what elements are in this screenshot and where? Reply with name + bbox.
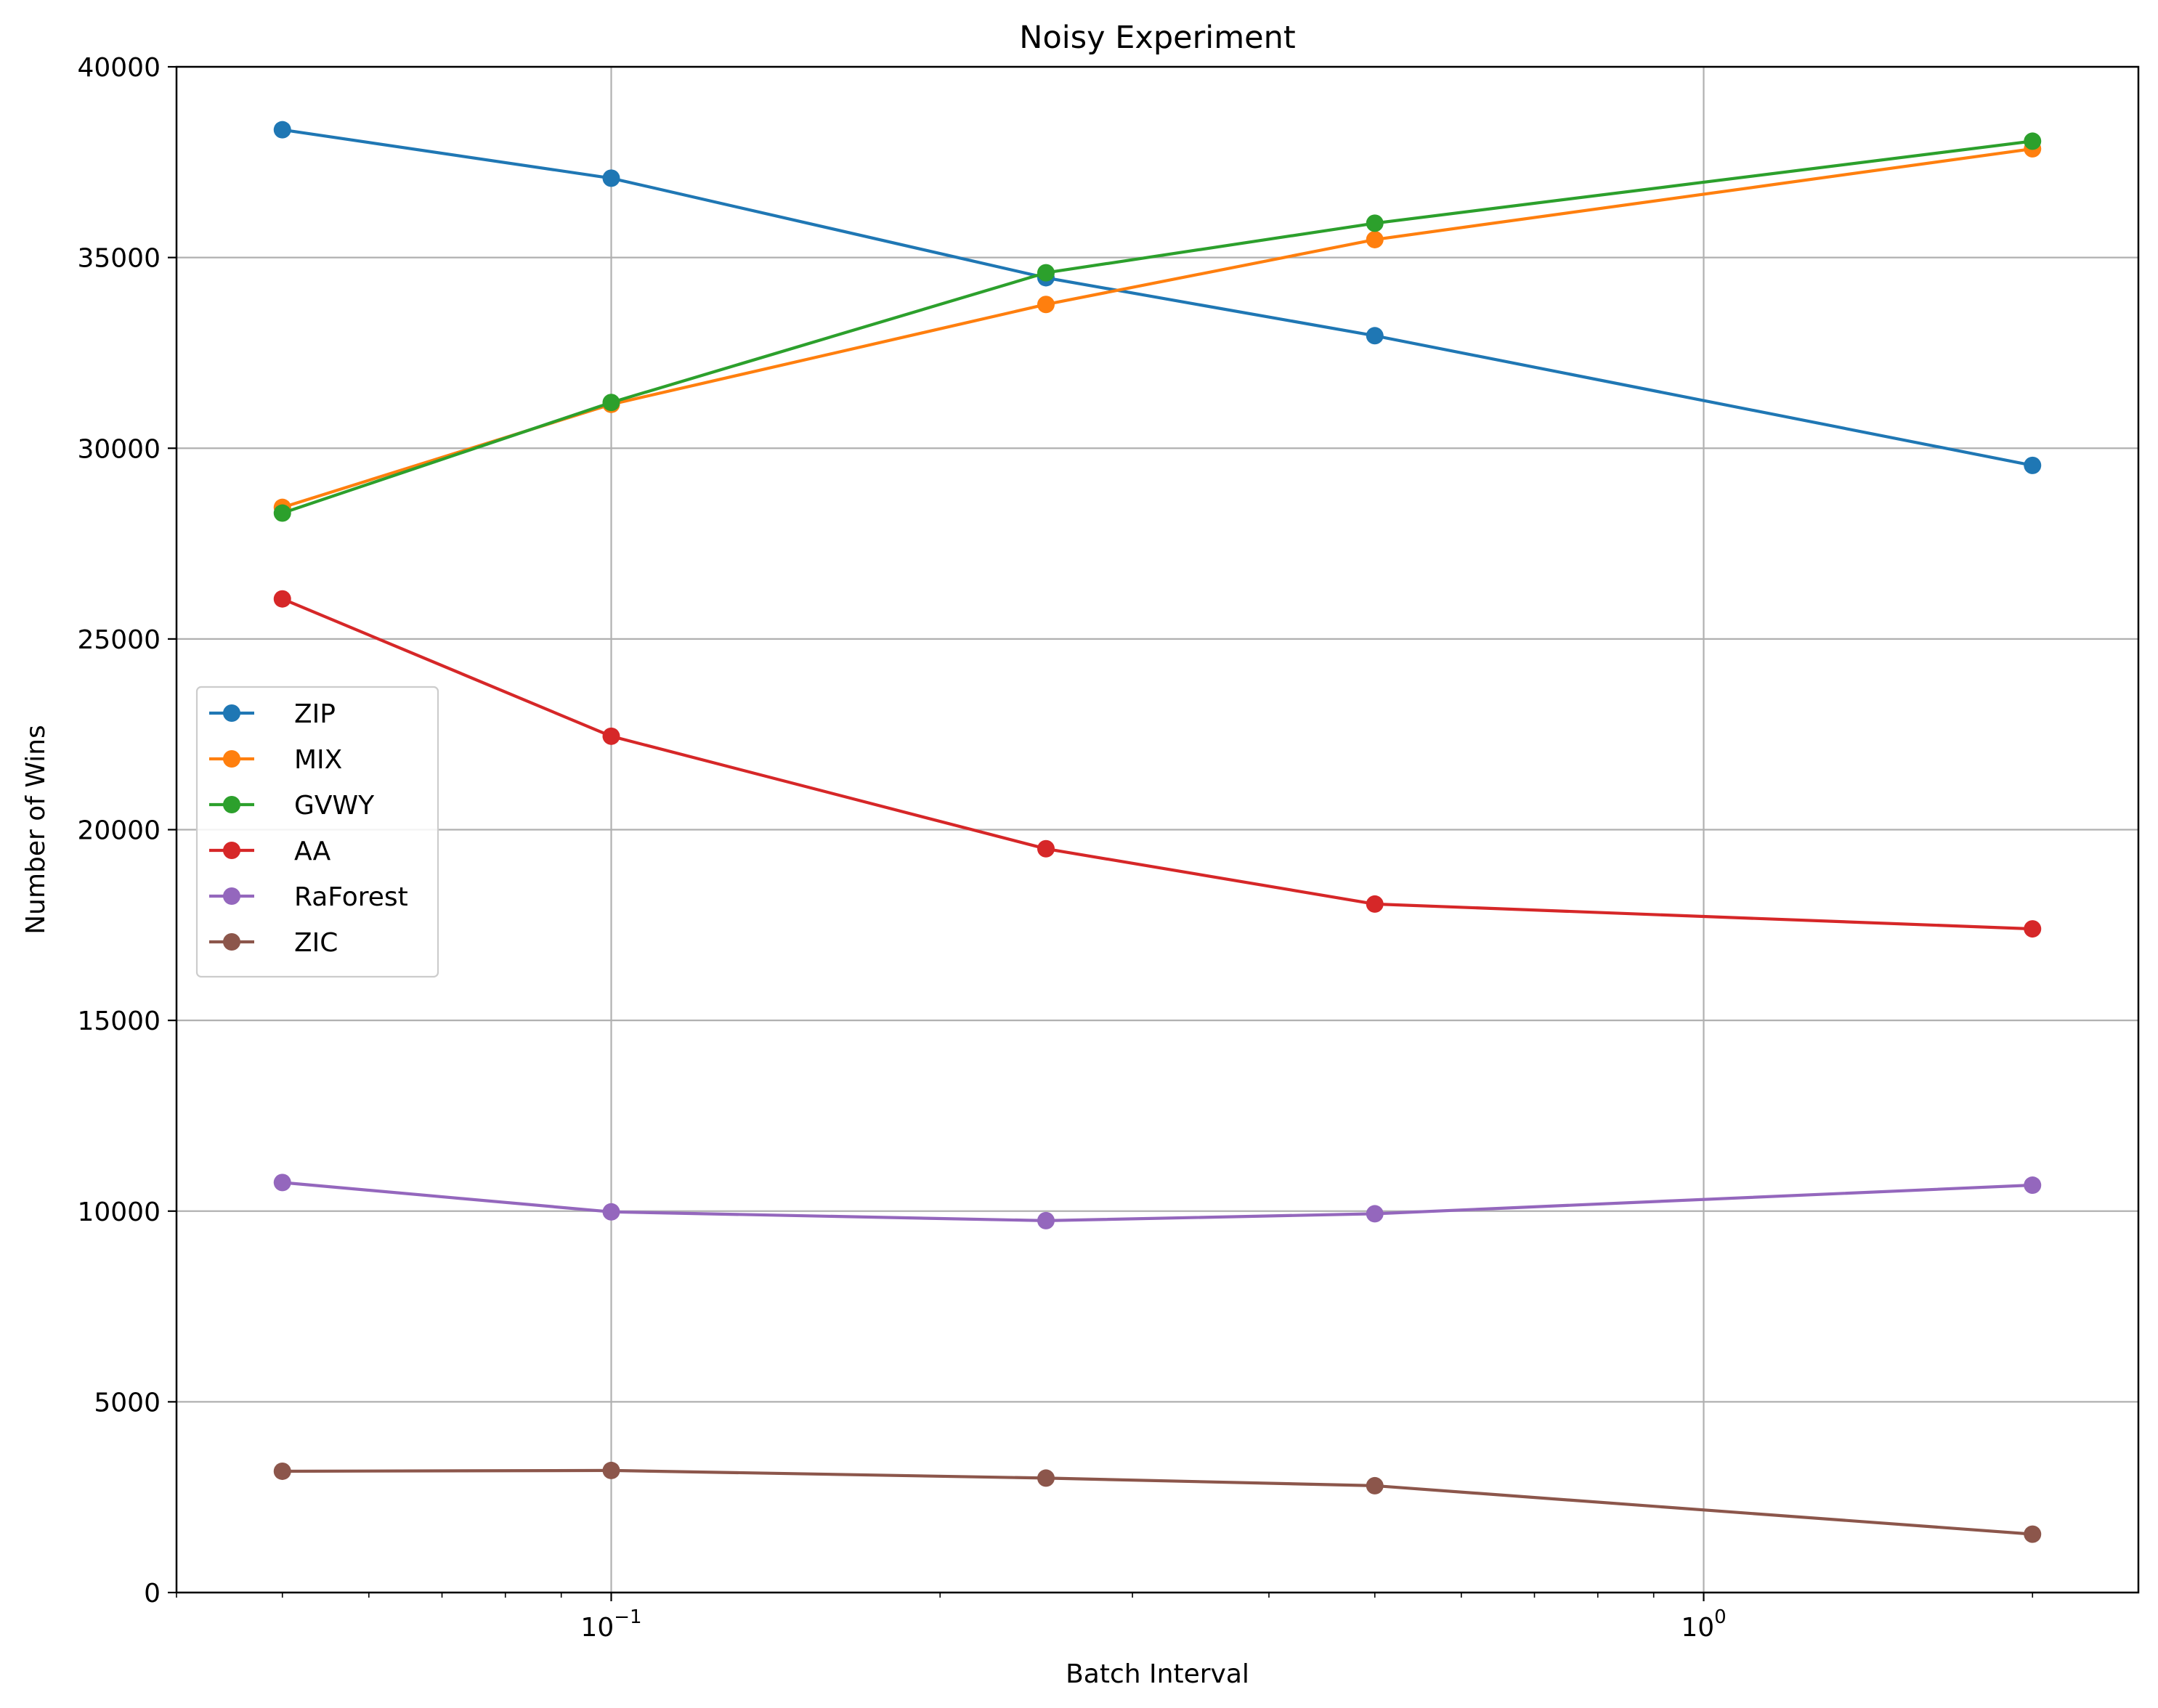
y-tick-label: 35000 [77,244,161,274]
data-point [1366,1205,1384,1223]
data-point [273,1174,291,1192]
data-point [1037,296,1055,314]
y-tick-label: 25000 [77,625,161,655]
series-lines [273,121,2042,1543]
series-zic [273,1461,2042,1543]
legend-marker [223,704,240,722]
chart-title: Noisy Experiment [1019,20,1295,56]
data-point [2024,1176,2042,1195]
legend-marker [223,933,240,951]
data-point [1366,230,1384,248]
legend-item-raforest: RaForest [209,882,408,912]
data-point [2024,920,2042,938]
x-tick-label: 100 [1681,1606,1726,1643]
data-point [273,1462,291,1480]
data-point [273,504,291,522]
legend-label: RaForest [294,882,408,912]
series-aa [273,590,2042,938]
legend-item-aa: AA [209,837,331,866]
x-axis-label: Batch Interval [1066,1659,1249,1689]
y-tick-label: 15000 [77,1006,161,1036]
legend-item-zic: ZIC [209,928,338,958]
legend-label: AA [294,837,331,866]
legend-item-mix: MIX [209,745,342,775]
data-point [1366,1476,1384,1494]
y-axis-label: Number of Wins [21,725,51,935]
data-point [602,394,620,412]
y-tick-label: 20000 [77,816,161,846]
legend-box [195,686,439,978]
y-axis-ticks: 0 5000 10000 15000 20000 25000 30000 35000 40000 [77,53,177,1609]
data-point [273,590,291,608]
data-point [273,121,291,139]
legend-marker [223,887,240,905]
data-point [1037,1469,1055,1487]
data-point [602,169,620,187]
legend-marker [223,796,240,813]
legend: ZIP MIX GVWY AA RaForest ZIC [195,686,439,978]
data-point [2024,1525,2042,1543]
data-point [1037,264,1055,282]
data-point [1366,214,1384,232]
x-tick-label: 10−1 [580,1606,641,1643]
data-point [1366,895,1384,913]
series-raforest [273,1174,2042,1229]
legend-label: ZIP [294,699,336,729]
legend-label: ZIC [294,928,338,958]
legend-label: MIX [294,745,342,775]
data-point [1037,1211,1055,1229]
y-tick-label: 40000 [77,53,161,83]
data-point [602,1203,620,1221]
data-point [1366,327,1384,345]
legend-label: GVWY [294,791,375,821]
legend-item-gvwy: GVWY [209,791,375,821]
legend-marker [223,750,240,768]
data-point [1037,839,1055,858]
series-gvwy [273,132,2042,522]
y-tick-label: 10000 [77,1197,161,1227]
data-point [602,727,620,745]
data-point [602,1461,620,1479]
legend-item-zip: ZIP [209,699,336,729]
data-point [2024,456,2042,474]
y-tick-label: 0 [144,1579,161,1609]
y-tick-label: 30000 [77,434,161,464]
legend-marker [223,842,240,859]
x-axis-ticks: 10−1 100 [176,1593,2034,1643]
data-point [2024,132,2042,150]
y-tick-label: 5000 [94,1388,161,1418]
